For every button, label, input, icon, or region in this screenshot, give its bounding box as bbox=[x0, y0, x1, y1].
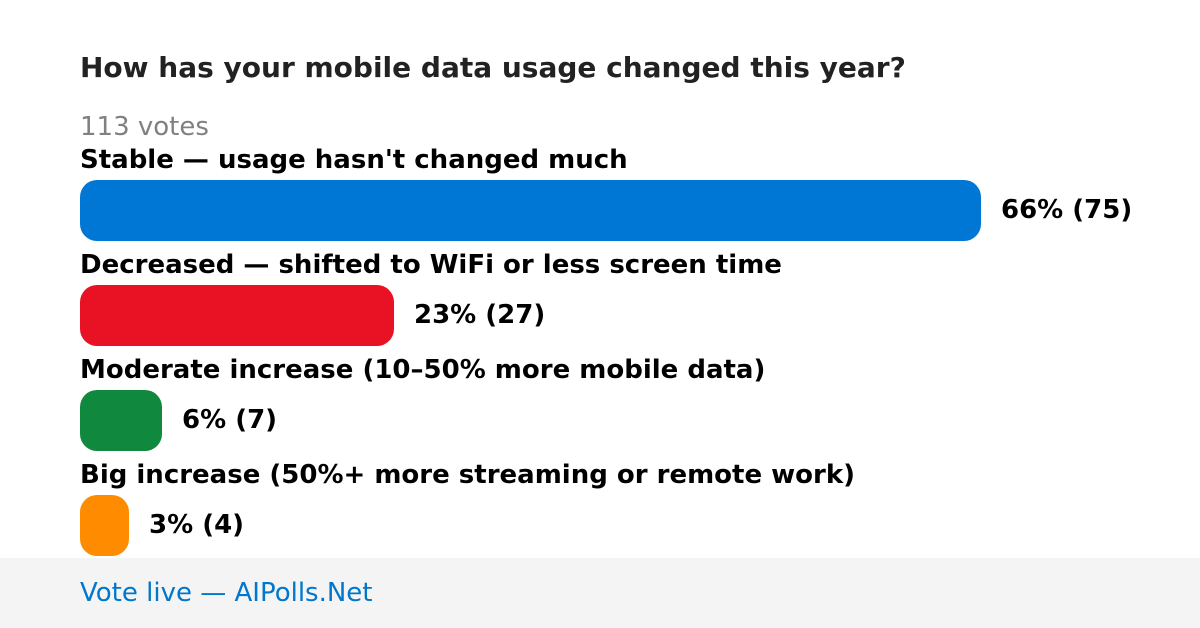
result-bar bbox=[80, 390, 162, 451]
poll-option[interactable]: Stable — usage hasn't changed much 66% (… bbox=[80, 143, 1180, 248]
result-bar bbox=[80, 285, 394, 346]
poll-option[interactable]: Big increase (50%+ more streaming or rem… bbox=[80, 458, 1180, 563]
result-bar bbox=[80, 495, 129, 556]
option-label: Decreased — shifted to WiFi or less scre… bbox=[80, 250, 782, 280]
result-value-label: 3% (4) bbox=[149, 510, 245, 540]
footer-banner: Vote live — AIPolls.Net bbox=[0, 558, 1200, 628]
result-bar bbox=[80, 180, 981, 241]
poll-question: How has your mobile data usage changed t… bbox=[80, 51, 906, 84]
option-label: Stable — usage hasn't changed much bbox=[80, 145, 628, 175]
option-label: Big increase (50%+ more streaming or rem… bbox=[80, 460, 856, 490]
vote-live-link[interactable]: Vote live — AIPolls.Net bbox=[80, 578, 373, 608]
result-value-label: 66% (75) bbox=[1001, 195, 1133, 225]
poll-option[interactable]: Decreased — shifted to WiFi or less scre… bbox=[80, 248, 1180, 353]
result-value-label: 6% (7) bbox=[182, 405, 278, 435]
result-value-label: 23% (27) bbox=[414, 300, 546, 330]
vote-count: 113 votes bbox=[80, 112, 209, 142]
option-label: Moderate increase (10–50% more mobile da… bbox=[80, 355, 766, 385]
poll-option[interactable]: Moderate increase (10–50% more mobile da… bbox=[80, 353, 1180, 458]
